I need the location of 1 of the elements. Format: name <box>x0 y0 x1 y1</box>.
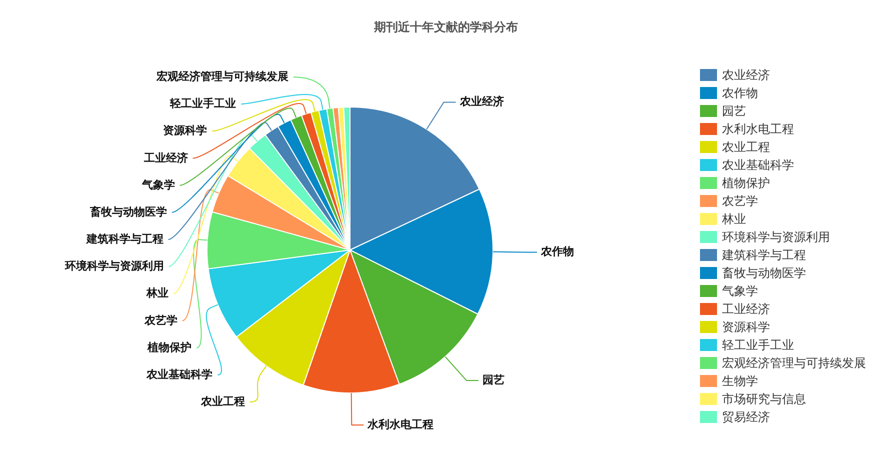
title: 期刊近十年文献的学科分布 <box>374 20 518 34</box>
